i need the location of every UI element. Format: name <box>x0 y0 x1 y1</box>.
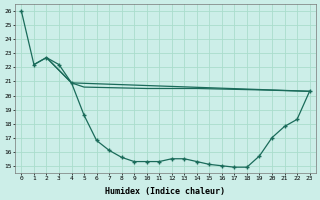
X-axis label: Humidex (Indice chaleur): Humidex (Indice chaleur) <box>106 187 226 196</box>
